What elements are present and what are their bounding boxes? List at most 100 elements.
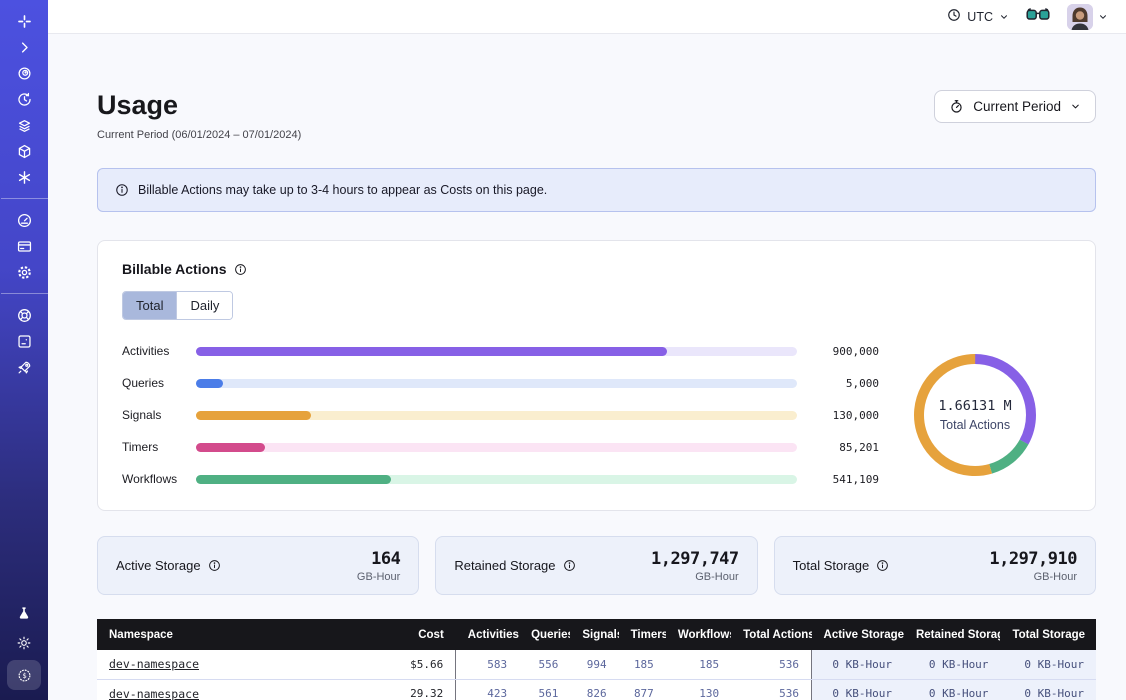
cell-total_actions: 536 bbox=[731, 650, 812, 680]
bar-track bbox=[196, 474, 797, 484]
main-area: UTC Usage Current Period (06/01/2024 – 0… bbox=[48, 0, 1126, 700]
bar-track bbox=[196, 346, 797, 356]
layers-icon[interactable] bbox=[0, 112, 48, 138]
glasses-icon[interactable] bbox=[1026, 7, 1050, 27]
chevron-down-icon bbox=[1072, 104, 1079, 109]
cell-namespace: dev-namespace bbox=[97, 679, 362, 700]
history-icon[interactable] bbox=[0, 86, 48, 112]
gear-icon[interactable] bbox=[0, 259, 48, 285]
retained-storage-value: 1,297,747 bbox=[651, 548, 739, 569]
chevron-down-icon bbox=[1001, 14, 1007, 19]
active-storage-card: Active Storage 164 GB-Hour bbox=[97, 536, 420, 595]
cell-signals: 994 bbox=[570, 650, 619, 680]
active-storage-label: Active Storage bbox=[116, 558, 201, 573]
donut-total-value: 1.66131 M bbox=[938, 398, 1012, 414]
column-header-queries: Queries bbox=[519, 619, 571, 650]
info-banner: Billable Actions may take up to 3-4 hour… bbox=[97, 168, 1096, 212]
retained-storage-label: Retained Storage bbox=[454, 558, 556, 573]
title-row: Usage Current Period (06/01/2024 – 07/01… bbox=[97, 90, 1096, 141]
cell-cost: 29.32 bbox=[361, 679, 456, 700]
period-selector-button[interactable]: Current Period bbox=[934, 90, 1096, 123]
cell-workflows: 130 bbox=[665, 679, 732, 700]
total-storage-unit: GB-Hour bbox=[1033, 570, 1077, 583]
bar-fill bbox=[196, 410, 312, 420]
info-banner-text: Billable Actions may take up to 3-4 hour… bbox=[138, 183, 548, 197]
cell-timers: 185 bbox=[618, 650, 666, 680]
column-header-total_actions: Total Actions bbox=[731, 619, 812, 650]
info-icon[interactable] bbox=[234, 263, 247, 276]
cell-activities: 583 bbox=[455, 650, 520, 680]
bar-value: 130,000 bbox=[832, 408, 879, 422]
bar-row: Timers 85,201 bbox=[122, 440, 879, 454]
chevron-down-icon bbox=[1100, 14, 1106, 19]
sun-icon[interactable] bbox=[0, 630, 48, 656]
asterisk-icon[interactable] bbox=[0, 164, 48, 190]
bar-value: 900,000 bbox=[832, 344, 879, 358]
column-header-signals: Signals bbox=[570, 619, 619, 650]
cell-retained_storage: 0 KB-Hour bbox=[903, 650, 1001, 680]
bar-row: Queries 5,000 bbox=[122, 376, 879, 390]
spiral-icon[interactable] bbox=[0, 60, 48, 86]
dollar-coin-button[interactable]: $ bbox=[7, 660, 41, 690]
cell-timers: 877 bbox=[618, 679, 666, 700]
avatar[interactable] bbox=[1067, 3, 1093, 30]
collapse-chevron-icon[interactable] bbox=[0, 34, 48, 60]
credit-card-icon[interactable] bbox=[0, 233, 48, 259]
flask-icon[interactable] bbox=[0, 600, 48, 626]
cell-active_storage: 0 KB-Hour bbox=[811, 679, 904, 700]
storage-summary-row: Active Storage 164 GB-Hour Retained Stor… bbox=[97, 536, 1096, 595]
tab-daily[interactable]: Daily bbox=[176, 292, 233, 319]
bar-fill bbox=[196, 378, 224, 388]
bar-fill bbox=[196, 442, 265, 452]
namespace-link[interactable]: dev-namespace bbox=[109, 657, 200, 672]
column-header-active_storage: Active Storage bbox=[811, 619, 904, 650]
bar-chart: Activities 900,000 Queries 5,000 Signals 130,… bbox=[122, 344, 879, 486]
donut-total-label: Total Actions bbox=[939, 418, 1011, 432]
sidebar: $ bbox=[0, 0, 48, 700]
column-header-workflows: Workflows bbox=[665, 619, 732, 650]
cube-icon[interactable] bbox=[0, 138, 48, 164]
gauge-icon[interactable] bbox=[0, 207, 48, 233]
info-icon[interactable] bbox=[563, 559, 576, 572]
total-storage-label: Total Storage bbox=[792, 558, 870, 573]
namespace-usage-table: NamespaceCostActivitiesQueriesSignalsTim… bbox=[97, 619, 1096, 700]
user-menu[interactable] bbox=[1067, 3, 1108, 30]
rocket-icon[interactable] bbox=[0, 354, 48, 380]
bar-fill bbox=[196, 474, 391, 484]
column-header-namespace: Namespace bbox=[97, 619, 362, 650]
timezone-selector[interactable]: UTC bbox=[947, 8, 1009, 25]
bar-fill bbox=[196, 346, 668, 356]
period-selector-label: Current Period bbox=[973, 99, 1061, 114]
retained-storage-card: Retained Storage 1,297,747 GB-Hour bbox=[435, 536, 758, 595]
bar-label: Workflows bbox=[122, 472, 178, 486]
svg-text:$: $ bbox=[22, 671, 26, 680]
bar-value: 541,109 bbox=[832, 472, 879, 486]
active-storage-value: 164 bbox=[371, 548, 401, 569]
total-storage-card: Total Storage 1,297,910 GB-Hour bbox=[773, 536, 1096, 595]
lifebuoy-icon[interactable] bbox=[0, 302, 48, 328]
cell-cost: $5.66 bbox=[361, 650, 456, 680]
billable-actions-title: Billable Actions bbox=[122, 261, 227, 277]
retained-storage-unit: GB-Hour bbox=[695, 570, 739, 583]
donut-ring bbox=[914, 354, 1036, 476]
column-header-total_storage: Total Storage bbox=[1000, 619, 1096, 650]
bar-row: Workflows 541,109 bbox=[122, 472, 879, 486]
temporal-logo-icon[interactable] bbox=[0, 8, 48, 34]
bar-label: Signals bbox=[122, 408, 162, 422]
donut-segment bbox=[914, 354, 1036, 476]
cell-namespace: dev-namespace bbox=[97, 650, 362, 680]
timezone-label: UTC bbox=[967, 9, 993, 24]
tab-total[interactable]: Total bbox=[123, 292, 177, 319]
cell-workflows: 185 bbox=[665, 650, 732, 680]
terminal-icon[interactable] bbox=[0, 328, 48, 354]
info-icon[interactable] bbox=[208, 559, 221, 572]
namespace-link[interactable]: dev-namespace bbox=[109, 686, 200, 700]
cell-activities: 423 bbox=[455, 679, 520, 700]
donut-segment bbox=[914, 354, 1036, 476]
bar-row: Activities 900,000 bbox=[122, 344, 879, 358]
bar-label: Activities bbox=[122, 344, 170, 358]
info-icon[interactable] bbox=[876, 559, 889, 572]
bar-label: Timers bbox=[122, 440, 159, 454]
clock-icon bbox=[947, 8, 961, 25]
